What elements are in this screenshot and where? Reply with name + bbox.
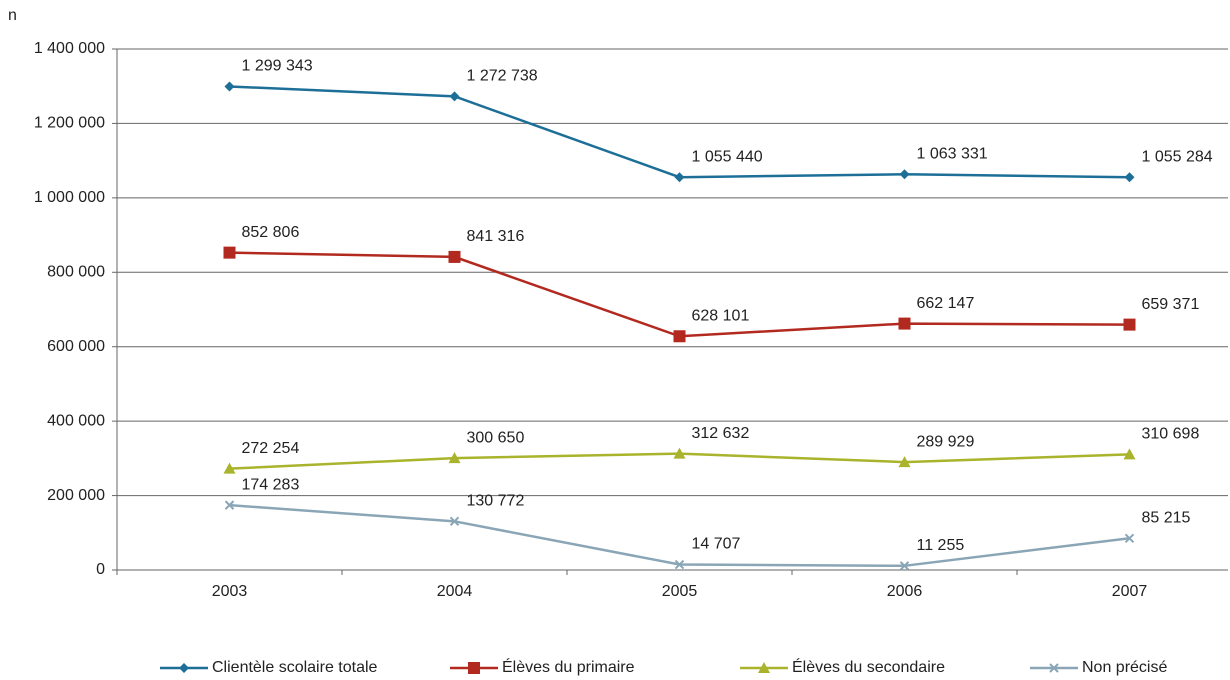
x-tick-label: 2004: [437, 583, 473, 600]
data-point: [899, 561, 910, 571]
legend-marker: [179, 663, 189, 673]
y-tick-label: 400 000: [47, 412, 105, 429]
data-label: 852 806: [242, 224, 300, 241]
data-point: [449, 91, 460, 102]
series-line: [229, 85, 1130, 179]
data-label: 659 371: [1142, 296, 1200, 313]
y-tick-label: 200 000: [47, 487, 105, 504]
data-point: [223, 462, 236, 474]
data-label: 841 316: [467, 228, 525, 245]
legend-label: Élèves du secondaire: [792, 657, 945, 676]
data-point: [674, 559, 685, 570]
y-tick-label: 1 000 000: [34, 189, 105, 206]
data-point: [224, 81, 235, 92]
x-tick-label: 2007: [1112, 583, 1148, 600]
x-tick-label: 2003: [212, 583, 248, 600]
legend-item: Clientèle scolaire totale: [160, 659, 378, 676]
data-label: 1 055 284: [1142, 149, 1213, 166]
data-label: 1 299 343: [242, 58, 313, 75]
y-tick-label: 1 400 000: [34, 40, 105, 57]
legend-marker: [758, 662, 770, 673]
data-label: 272 254: [242, 440, 300, 457]
x-tick-label: 2006: [887, 583, 923, 600]
data-point: [674, 172, 685, 183]
data-point: [223, 246, 236, 259]
data-point: [898, 317, 911, 330]
data-label: 662 147: [917, 295, 975, 312]
legend-item: Non précisé: [1030, 659, 1167, 676]
data-point: [448, 250, 461, 263]
data-point: [899, 169, 910, 180]
data-label: 14 707: [692, 536, 741, 553]
data-label: 312 632: [692, 425, 750, 442]
y-tick-label: 800 000: [47, 264, 105, 281]
data-point: [673, 330, 686, 343]
series-line: [229, 251, 1130, 338]
data-label: 11 255: [917, 537, 965, 554]
data-label: 628 101: [692, 307, 750, 324]
data-point: [1124, 533, 1135, 543]
y-axis-label: n: [8, 7, 17, 24]
data-point: [448, 452, 461, 464]
legend-label: Non précisé: [1082, 659, 1167, 676]
data-label: 174 283: [242, 476, 300, 493]
data-point: [224, 500, 235, 510]
y-tick-label: 0: [96, 561, 105, 578]
data-point: [449, 516, 460, 527]
y-tick-label: 1 200 000: [34, 115, 105, 132]
data-point: [1123, 318, 1136, 331]
data-label: 1 272 738: [467, 68, 538, 85]
legend-label: Clientèle scolaire totale: [212, 659, 378, 676]
legend-marker: [1049, 663, 1059, 673]
data-label: 1 055 440: [692, 148, 763, 165]
data-label: 310 698: [1142, 426, 1200, 443]
data-label: 85 215: [1142, 510, 1191, 527]
x-tick-label: 2005: [662, 583, 698, 600]
y-tick-label: 600 000: [47, 338, 105, 355]
legend-label: Élèves du primaire: [502, 657, 635, 676]
legend-item: Élèves du secondaire: [740, 657, 945, 676]
data-label: 300 650: [467, 429, 525, 446]
legend-item: Élèves du primaire: [450, 657, 635, 676]
data-point: [898, 456, 911, 468]
data-point: [1123, 448, 1136, 460]
data-label: 130 772: [467, 493, 525, 510]
legend-marker: [468, 662, 480, 674]
data-point: [673, 447, 686, 459]
data-label: 289 929: [917, 433, 975, 450]
data-label: 1 063 331: [917, 146, 988, 163]
series-line: [229, 503, 1130, 568]
data-point: [1124, 172, 1135, 183]
